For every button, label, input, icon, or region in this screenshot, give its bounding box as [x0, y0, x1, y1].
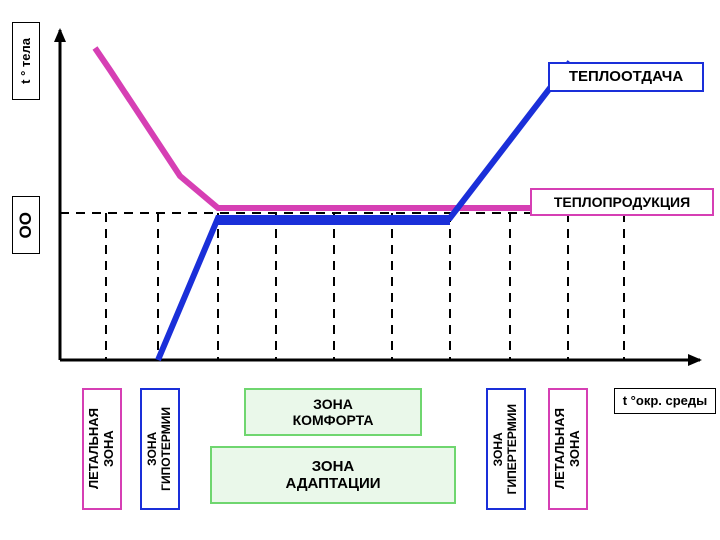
y-axis-label-box: t ° тела: [12, 22, 40, 100]
zero-level-box-label: ОО: [16, 212, 36, 238]
zero-level-box: ОО: [12, 196, 40, 254]
legend-heat-production-label: ТЕПЛОПРОДУКЦИЯ: [554, 194, 690, 210]
zone-adaptation: ЗОНА АДАПТАЦИИ: [210, 446, 456, 504]
zone-hyperthermia-label: ЗОНА ГИПЕРТЕРМИИ: [492, 404, 520, 494]
zone-hypothermia-label: ЗОНА ГИПОТЕРМИИ: [146, 407, 174, 491]
legend-heat-loss: ТЕПЛООТДАЧА: [548, 62, 704, 92]
zone-lethal-right: ЛЕТАЛЬНАЯ ЗОНА: [548, 388, 588, 510]
x-axis-label-box: t °окр. среды: [614, 388, 716, 414]
legend-heat-production: ТЕПЛОПРОДУКЦИЯ: [530, 188, 714, 216]
y-axis-label-box-label: t ° тела: [19, 38, 34, 84]
zone-hyperthermia: ЗОНА ГИПЕРТЕРМИИ: [486, 388, 526, 510]
legend-heat-loss-label: ТЕПЛООТДАЧА: [569, 68, 683, 85]
zone-lethal-right-label: ЛЕТАЛЬНАЯ ЗОНА: [553, 408, 583, 489]
zone-comfort-label: ЗОНА КОМФОРТА: [293, 396, 374, 428]
zone-hypothermia: ЗОНА ГИПОТЕРМИИ: [140, 388, 180, 510]
zone-lethal-left: ЛЕТАЛЬНАЯ ЗОНА: [82, 388, 122, 510]
zone-adaptation-label: ЗОНА АДАПТАЦИИ: [285, 458, 380, 493]
zone-comfort: ЗОНА КОМФОРТА: [244, 388, 422, 436]
x-axis-label-box-label: t °окр. среды: [623, 394, 708, 409]
zone-lethal-left-label: ЛЕТАЛЬНАЯ ЗОНА: [87, 408, 117, 489]
diagram-stage: t ° тела ОО ЛЕТАЛЬНАЯ ЗОНА ЗОНА ГИПОТЕРМИИ З…: [0, 0, 720, 540]
